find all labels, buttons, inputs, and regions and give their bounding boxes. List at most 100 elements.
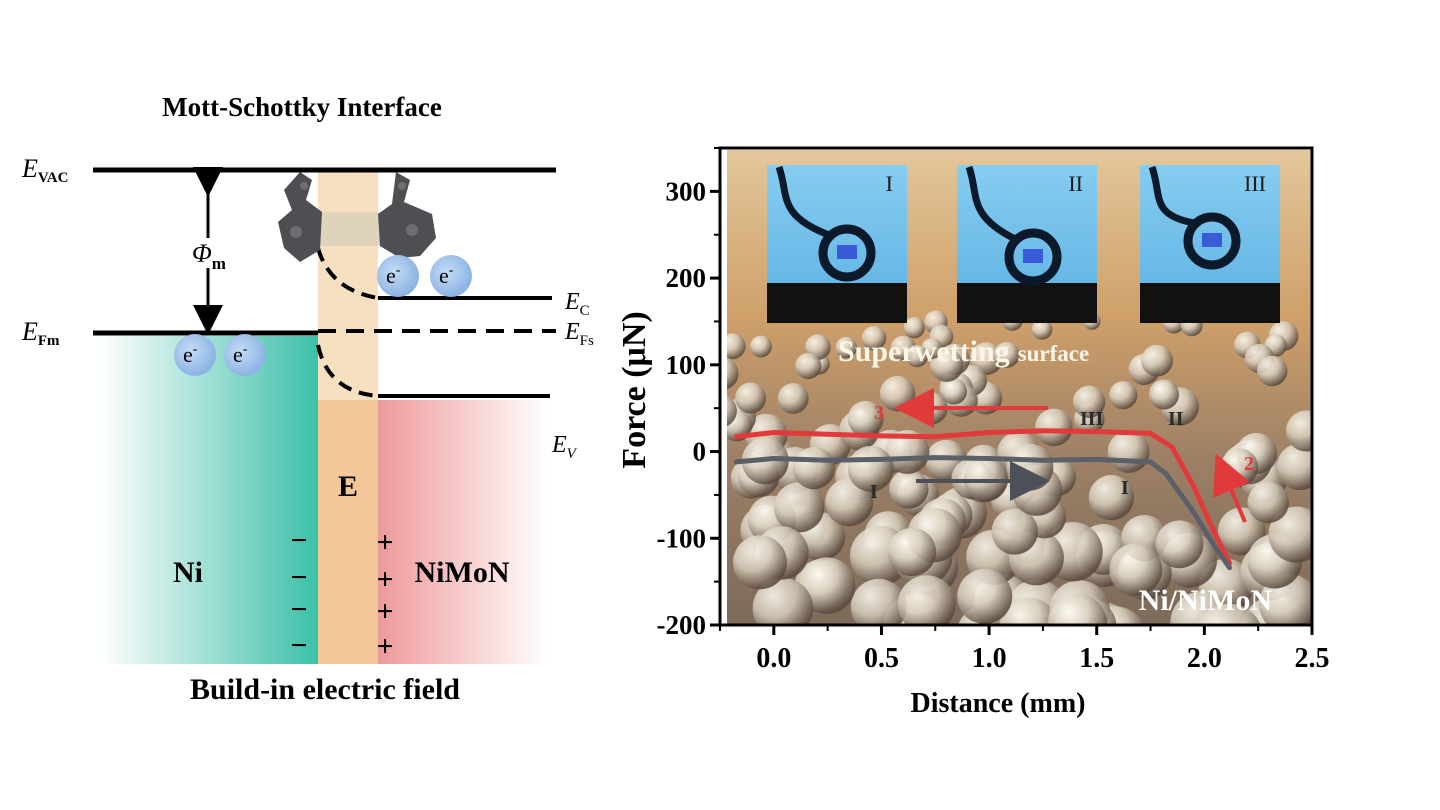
- bead-particle: [1076, 531, 1132, 587]
- bead-particle: [1083, 312, 1101, 330]
- series-point: [1041, 458, 1045, 462]
- bead-particle: [905, 345, 929, 368]
- bead-particle: [1259, 574, 1312, 625]
- bead-particle: [1049, 580, 1110, 625]
- bead-particle: [883, 594, 947, 625]
- ec-band-bending: [316, 247, 379, 300]
- bead-particle: [1109, 381, 1138, 410]
- bead-particle: [969, 381, 1003, 415]
- bead-particle: [903, 540, 959, 595]
- x-axis-title: Distance (mm): [911, 688, 1086, 719]
- electron-icon: e-: [174, 334, 216, 376]
- e-field-label: E: [338, 470, 358, 503]
- phim-label-bg: [188, 238, 230, 268]
- bead-particle: [879, 375, 916, 412]
- bead-particle: [938, 343, 970, 376]
- bead-particle: [928, 493, 973, 538]
- bead-particle: [966, 529, 1022, 585]
- bead-particle: [918, 498, 967, 546]
- series-point: [1228, 567, 1232, 571]
- step-III-label: III: [1080, 408, 1104, 430]
- step-I-arrow-label: I: [870, 481, 878, 503]
- bead-particle: [921, 338, 943, 360]
- svg-text:−: −: [290, 593, 307, 626]
- bead-particle: [970, 342, 1003, 375]
- bead-particle: [1285, 410, 1312, 452]
- series-point: [1192, 510, 1196, 514]
- bead-particle: [1151, 381, 1180, 410]
- bead-particle: [750, 437, 798, 485]
- evac-label: EVAC: [21, 154, 68, 186]
- bead-particle: [861, 326, 887, 351]
- bead-particle: [809, 424, 851, 465]
- series-point: [1095, 430, 1099, 434]
- bead-particle: [1006, 443, 1054, 491]
- ev-band-bending: [316, 344, 379, 398]
- bead-particle: [1235, 432, 1278, 475]
- mott-schottky-diagram: Mott-Schottky Interface EVAC Φm EFm EC E…: [21, 92, 594, 706]
- x-tick-label: 1.0: [972, 643, 1007, 674]
- svg-text:e-: e-: [233, 342, 248, 367]
- nimon-label: NiMoN: [415, 556, 510, 589]
- negative-charges: − − − −: [290, 524, 307, 662]
- series-point: [987, 457, 991, 460]
- bead-particle: [991, 477, 1034, 521]
- bead-particle: [1180, 314, 1203, 337]
- series-point: [1213, 545, 1217, 549]
- series-point: [733, 460, 737, 464]
- bead-particle: [737, 455, 780, 498]
- x-tick-label: 0.0: [756, 643, 791, 674]
- bead-particle: [795, 352, 822, 380]
- bead-particle: [1240, 543, 1298, 601]
- bead-particle: [1217, 507, 1266, 556]
- phim-label: Φm: [192, 239, 226, 273]
- bead-particle: [963, 456, 1009, 502]
- bead-particle: [727, 399, 756, 436]
- bead-particle: [1047, 593, 1108, 625]
- nimon-region: [378, 400, 548, 664]
- bead-particle: [755, 526, 809, 580]
- series-point: [826, 458, 830, 462]
- series-point: [933, 435, 937, 439]
- bead-particle: [850, 525, 910, 586]
- svg-text:e-: e-: [386, 263, 401, 288]
- superwetting-surface-photo: [727, 150, 1312, 625]
- series-point: [1170, 445, 1174, 449]
- bead-particle: [890, 335, 916, 361]
- bead-particle: [777, 383, 809, 414]
- bead-particle: [929, 324, 954, 349]
- series-point: [733, 435, 737, 439]
- bead-particle: [1068, 602, 1134, 625]
- droplet-icon: [1004, 228, 1062, 286]
- x-tick-label: 0.5: [864, 643, 899, 674]
- bead-particle: [807, 352, 830, 375]
- bead-particle: [839, 410, 880, 451]
- series-point: [1149, 431, 1152, 435]
- bead-particle: [1197, 603, 1261, 625]
- series-point: [1164, 471, 1168, 475]
- bead-particle: [1141, 344, 1173, 377]
- bead-particle: [897, 575, 956, 625]
- ni-region: [100, 336, 318, 664]
- series-point: [1228, 562, 1232, 566]
- series-point: [1095, 457, 1099, 461]
- step-I-curve-label: I: [1121, 477, 1129, 499]
- svg-text:−: −: [290, 561, 307, 594]
- x-tick-label: 2.5: [1295, 643, 1330, 674]
- series-point: [826, 432, 830, 436]
- ni-label: Ni: [173, 556, 203, 589]
- bead-particle: [869, 429, 913, 474]
- series-point: [987, 431, 991, 434]
- bead-particle: [835, 454, 881, 501]
- bead-particle: [1241, 595, 1311, 625]
- bead-particle: [935, 487, 987, 539]
- series-point: [1213, 532, 1217, 536]
- bead-particle: [1074, 403, 1105, 435]
- step3-label: 3: [874, 402, 884, 424]
- bead-particle: [973, 574, 1032, 625]
- droplet-inset-3: III: [1140, 165, 1280, 323]
- bead-particle: [957, 569, 1013, 624]
- bead-particle: [847, 445, 894, 492]
- bead-particle: [1022, 494, 1066, 539]
- bead-particle: [755, 445, 793, 483]
